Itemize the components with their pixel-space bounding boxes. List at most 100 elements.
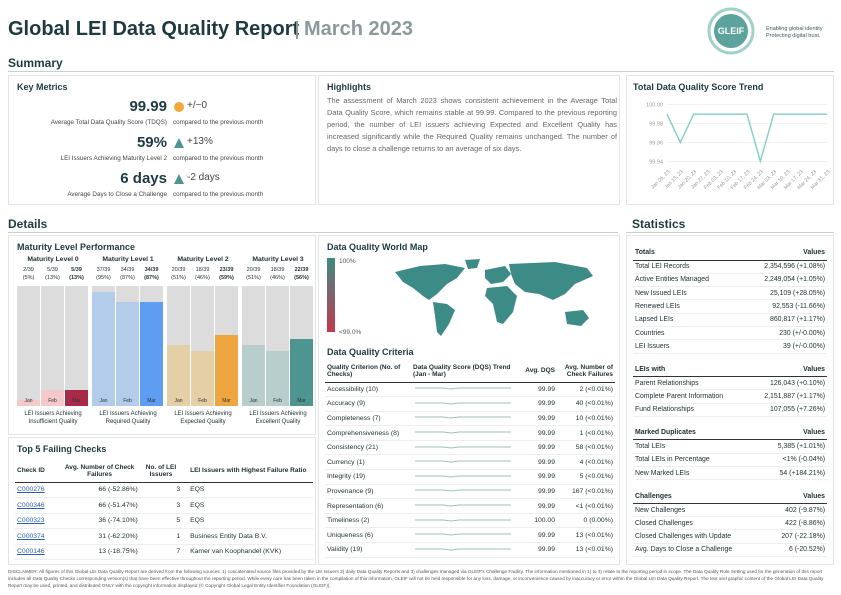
sparkline-line [415, 475, 511, 478]
sparkline-line [415, 416, 511, 419]
disclaimer: DISCLAIMER: All figures of this Global L… [8, 569, 824, 588]
sparkline-line [415, 387, 511, 390]
table-cell: 99.99 [537, 487, 555, 495]
table-cell: 1 (<0.01%) [579, 429, 613, 437]
bar [92, 292, 115, 406]
table-cell: Accuracy (9) [327, 400, 366, 408]
table-cell: 58 (<0.01%) [575, 444, 613, 452]
bar-track: Feb [41, 286, 64, 406]
stat-value: 5,385 (+1.01%) [777, 443, 825, 451]
table-row: Lapsed LEIs 860,817 (+1.17%) [633, 313, 827, 327]
percent-label: (87%) [120, 275, 135, 281]
check-link[interactable]: C000346 [17, 501, 45, 509]
level-name: Maturity Level 3 [252, 256, 304, 263]
month-label: Feb [198, 398, 207, 404]
sparkline-cell [411, 470, 521, 485]
sparkline [415, 533, 511, 536]
top5-card: Top 5 Failing Checks Check ID Avg. Number … [8, 437, 316, 565]
stat-label: Renewed LEIs [635, 303, 680, 311]
bar [290, 338, 313, 406]
table-cell: 66 (-51.47%) [59, 498, 140, 514]
month-label: Jan [174, 398, 183, 404]
column-header: Data Quality Score (DQS) Trend (Jan - Ma… [413, 363, 511, 378]
section-heading: Statistics [632, 217, 686, 231]
stat-label: Fund Relationships [635, 406, 694, 414]
stat-label: Complete Parent Information [635, 393, 724, 401]
table-row: Accessibility (10) 99.99 2 (<0.01%) [325, 382, 615, 397]
stat-value: 230 (+/-0.00%) [779, 329, 825, 337]
section-rule [8, 232, 618, 233]
table-row: Active Entities Managed 2,249,054 (+1.05%… [633, 273, 827, 287]
column-header: Avg. Number of Check Failures [64, 463, 135, 478]
y-tick-label: 99.98 [649, 122, 663, 128]
bar [167, 344, 190, 406]
table-row: Uniqueness (6) 99.99 13 (<0.01%) [325, 528, 615, 543]
table-cell: 99.99 [537, 400, 555, 408]
section-heading: Summary [8, 56, 63, 70]
check-link[interactable]: C000374 [17, 532, 45, 540]
bar-track: Feb [116, 286, 139, 406]
stats-table: Marked Duplicates Values Total LEIs 5,385 (… [633, 426, 827, 480]
stat-label: New Issued LEIs [635, 289, 687, 297]
month-label: Jan [24, 398, 33, 404]
check-link[interactable]: C000146 [17, 548, 45, 556]
bar [266, 350, 289, 406]
card-title: Data Quality World Map [327, 242, 428, 252]
check-link[interactable]: C000276 [17, 486, 45, 494]
country-shape [395, 264, 465, 300]
metric-label: Average Days to Close a Challenge [67, 191, 167, 198]
table-row: Closed Challenges with Update 207 (-22.18… [633, 530, 827, 544]
logo-tagline: Enabling global identity [766, 26, 823, 32]
cell-text: 31 (-62.20%) [98, 532, 138, 540]
stats-table: Challenges Values New Challenges 402 (-9.87… [633, 489, 827, 557]
stat-label: Avg. Days to Close a Challenge [635, 546, 733, 554]
map-criteria-card: Data Quality World Map 100% <99.0% Data Qua… [318, 235, 620, 565]
stat-label: Closed Challenges with Update [635, 533, 732, 541]
stat-value: 207 (-22.18%) [781, 533, 825, 541]
percent-label: (46%) [195, 275, 210, 281]
stat-label: LEI Issuers [635, 342, 670, 350]
cell-text: 7 [176, 548, 181, 556]
header-row: Marked Duplicates Values [633, 426, 827, 440]
table-cell: 99.99 [537, 502, 555, 510]
table-cell: C000146 [15, 544, 59, 560]
table-cell: Consistency (21) [327, 444, 378, 452]
table-cell: Completeness (7) [327, 414, 381, 422]
table-cell: 99.99 [537, 385, 555, 393]
sparkline [415, 548, 511, 551]
table-cell: EQS [182, 498, 313, 514]
table-cell: Kamer van Koophandel (KVK) [182, 544, 313, 560]
metric-label: Average Total Data Quality Score (TDQS) [50, 119, 167, 126]
stats-table: LEIs with Values Parent Relationships 126,0… [633, 363, 827, 417]
country-shape [433, 302, 455, 336]
cell-text: 3 [176, 501, 181, 509]
table-cell: 13 (<0.01%) [575, 531, 613, 539]
table-row: C000276 66 (-52.86%) 3 EQS [15, 482, 313, 498]
count-label: 20/39 [171, 267, 186, 273]
trend-line [666, 113, 827, 164]
table-cell: 36 (-74.10%) [59, 513, 140, 529]
sparkline [415, 489, 511, 492]
table-cell: <1 (<0.01%) [575, 502, 613, 510]
table-cell: 13 (<0.01%) [575, 546, 613, 554]
metric-icon [174, 138, 184, 148]
table-cell: C000276 [15, 482, 59, 498]
count-label: 34/39 [144, 267, 159, 273]
bar-track: Feb [191, 286, 214, 406]
table-cell: Currency (1) [327, 458, 365, 466]
table-cell: Comprehensiveness (8) [327, 429, 400, 437]
sparkline [415, 519, 511, 522]
table-cell: C000374 [15, 529, 59, 545]
section-heading: Details [8, 217, 48, 231]
check-link[interactable]: C000323 [17, 517, 45, 525]
table-row: Integrity (19) 99.99 5 (<0.01%) [325, 470, 615, 485]
top5-table: Check ID Avg. Number of Check Failures No.… [15, 460, 313, 560]
metric-note: compared to the previous month [173, 119, 264, 126]
up-icon [174, 174, 184, 184]
stat-label: New Challenges [635, 506, 686, 514]
table-cell: 0 (0.00%) [583, 517, 613, 525]
table-cell: Business Entity Data B.V. [182, 529, 313, 545]
level-caption: LEI Issuers Achieving Insufficient Quali… [24, 411, 82, 425]
metric-value: 99.99 [129, 98, 167, 115]
table-cell: Uniqueness (6) [327, 531, 374, 539]
